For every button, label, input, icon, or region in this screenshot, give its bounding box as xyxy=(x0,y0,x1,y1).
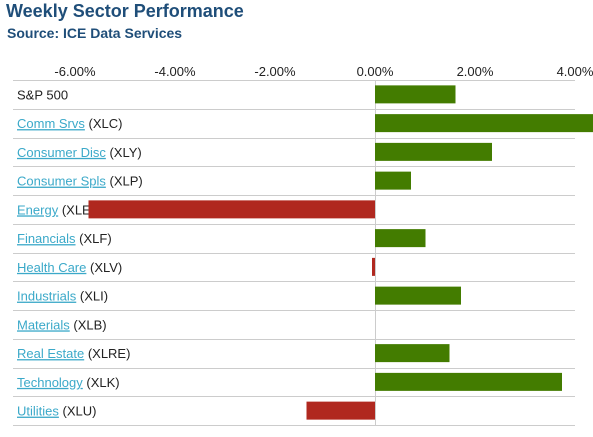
ticker-label: (XLC) xyxy=(85,116,123,131)
x-tick-label: -4.00% xyxy=(154,64,196,79)
chart-subtitle: Source: ICE Data Services xyxy=(7,25,183,41)
ticker-label: (XLV) xyxy=(86,260,122,275)
category-label-consumer-spls[interactable]: Consumer Spls (XLP) xyxy=(17,174,143,189)
category-label-utilities[interactable]: Utilities (XLU) xyxy=(17,404,96,419)
sector-link[interactable]: Comm Srvs xyxy=(17,116,85,131)
bar-technology xyxy=(375,372,562,391)
ticker-label: (XLU) xyxy=(59,404,97,419)
bar-comm-srvs xyxy=(375,114,593,133)
x-tick-label: 0.00% xyxy=(357,64,394,79)
bar-financials xyxy=(375,229,426,248)
category-label-consumer-disc[interactable]: Consumer Disc (XLY) xyxy=(17,145,142,160)
sector-link[interactable]: Energy xyxy=(17,202,59,217)
bar-real-estate xyxy=(375,344,450,363)
x-tick-label: 4.00% xyxy=(557,64,593,79)
bar-utilities xyxy=(306,401,375,420)
ticker-label: (XLF) xyxy=(76,231,112,246)
sector-link[interactable]: Health Care xyxy=(17,260,86,275)
sector-link[interactable]: Real Estate xyxy=(17,346,84,361)
category-label-energy[interactable]: Energy (XLE) xyxy=(17,202,95,217)
chart-title: Weekly Sector Performance xyxy=(6,1,244,21)
bar-industrials xyxy=(375,286,461,305)
category-label-financials[interactable]: Financials (XLF) xyxy=(17,231,112,246)
sector-link[interactable]: Utilities xyxy=(17,404,59,419)
sector-link[interactable]: Industrials xyxy=(17,289,77,304)
sector-link[interactable]: Consumer Disc xyxy=(17,145,106,160)
category-label-industrials[interactable]: Industrials (XLI) xyxy=(17,289,108,304)
sector-link[interactable]: Consumer Spls xyxy=(17,174,106,189)
ticker-label: (XLRE) xyxy=(84,346,130,361)
bar-energy xyxy=(88,200,375,219)
category-label-technology[interactable]: Technology (XLK) xyxy=(17,375,120,390)
ticker-label: (XLB) xyxy=(70,317,107,332)
index-name: S&P 500 xyxy=(17,87,68,102)
ticker-label: (XLY) xyxy=(106,145,142,160)
ticker-label: (XLE) xyxy=(58,202,95,217)
x-tick-label: -2.00% xyxy=(254,64,296,79)
x-tick-label: -6.00% xyxy=(54,64,96,79)
category-label-real-estate[interactable]: Real Estate (XLRE) xyxy=(17,346,130,361)
x-tick-label: 2.00% xyxy=(457,64,494,79)
bar-consumer-disc xyxy=(375,142,492,161)
bar-health-care xyxy=(372,257,375,276)
bar-s-p-500 xyxy=(375,85,456,104)
category-label-comm-srvs[interactable]: Comm Srvs (XLC) xyxy=(17,116,122,131)
sector-link[interactable]: Technology xyxy=(17,375,83,390)
sector-link[interactable]: Materials xyxy=(17,317,70,332)
ticker-label: (XLI) xyxy=(76,289,108,304)
category-label-materials[interactable]: Materials (XLB) xyxy=(17,317,107,332)
ticker-label: (XLP) xyxy=(106,174,143,189)
category-label-health-care[interactable]: Health Care (XLV) xyxy=(17,260,122,275)
sector-link[interactable]: Financials xyxy=(17,231,76,246)
ticker-label: (XLK) xyxy=(83,375,120,390)
bar-consumer-spls xyxy=(375,171,411,190)
category-label-s-p-500: S&P 500 xyxy=(17,87,68,102)
